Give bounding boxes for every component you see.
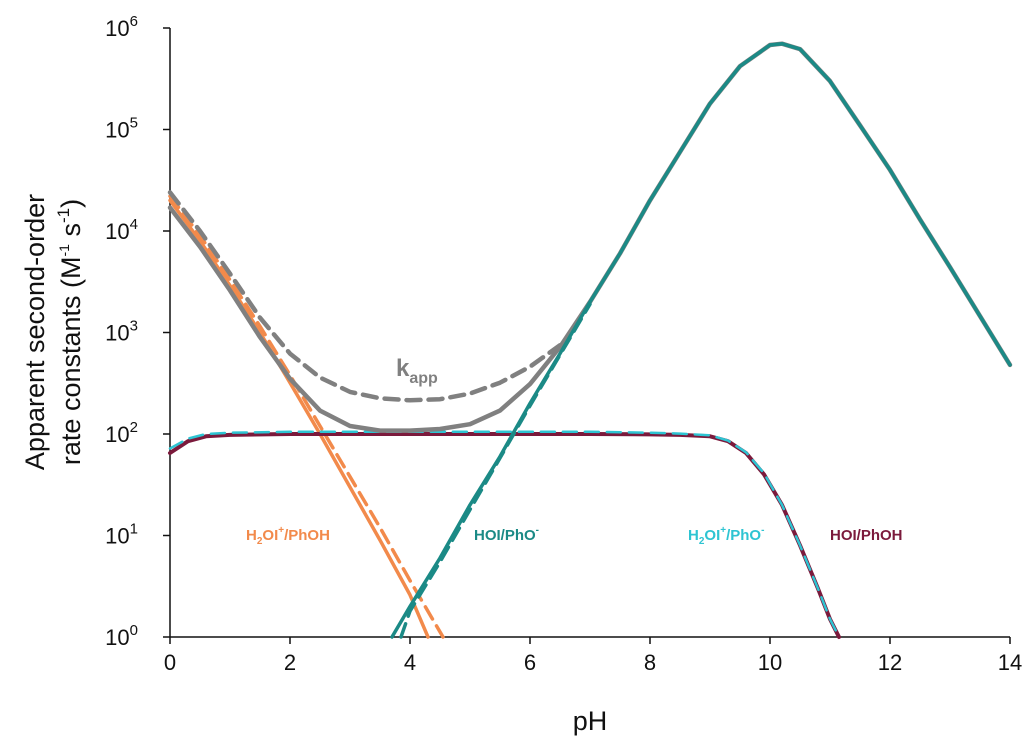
x-tick-label: 12: [878, 650, 902, 675]
label-h2oi-phoh: H2OI+/PhOH: [246, 525, 330, 547]
series-line-kapp-dashed: [167, 190, 563, 403]
y-tick-label: 100: [105, 622, 138, 650]
x-tick-label: 8: [644, 650, 656, 675]
y-tick-label: 105: [105, 115, 138, 143]
axes: [169, 28, 1010, 638]
series-line-kapp-solid: [167, 41, 1013, 433]
x-tick-label: 6: [524, 650, 536, 675]
y-tick-label: 106: [105, 13, 138, 41]
series-line-hoi-pho-dashed: [399, 302, 592, 639]
x-tick-label: 14: [998, 650, 1022, 675]
label-hoi-phoh: HOI/PhOH: [830, 527, 903, 544]
y-tick-label: 102: [105, 419, 138, 447]
label-kapp: kapp: [396, 355, 438, 387]
y-tick-label: 104: [105, 216, 138, 244]
y-tick-label: 101: [105, 521, 138, 549]
label-hoi-pho: HOI/PhO-: [474, 525, 539, 544]
y-axis-title-line1: Apparent second-order: [20, 194, 50, 470]
ticks: 0 2 4 6 8 10 12 14 100 101 102 103 104 105 106: [105, 13, 1022, 675]
x-tick-label: 4: [404, 650, 416, 675]
series-line-hoi-phoh: [168, 432, 841, 639]
x-tick-label: 0: [164, 650, 176, 675]
x-tick-label: 2: [284, 650, 296, 675]
curves: [167, 41, 1013, 639]
series-line-hoi-pho-solid: [390, 41, 1012, 639]
x-axis-title: pH: [573, 706, 608, 736]
y-axis-title-line2: rate constants (M-1 s-1): [54, 199, 86, 465]
series-line-h2oi-pho: [168, 430, 841, 639]
series-line-h2oi-phoh-solid: [168, 198, 430, 639]
y-tick-label: 103: [105, 318, 138, 346]
series-line-h2oi-phoh-dashed: [168, 194, 445, 639]
label-h2oi-pho: H2OI+/PhO-: [688, 525, 764, 547]
x-tick-label: 10: [758, 650, 782, 675]
